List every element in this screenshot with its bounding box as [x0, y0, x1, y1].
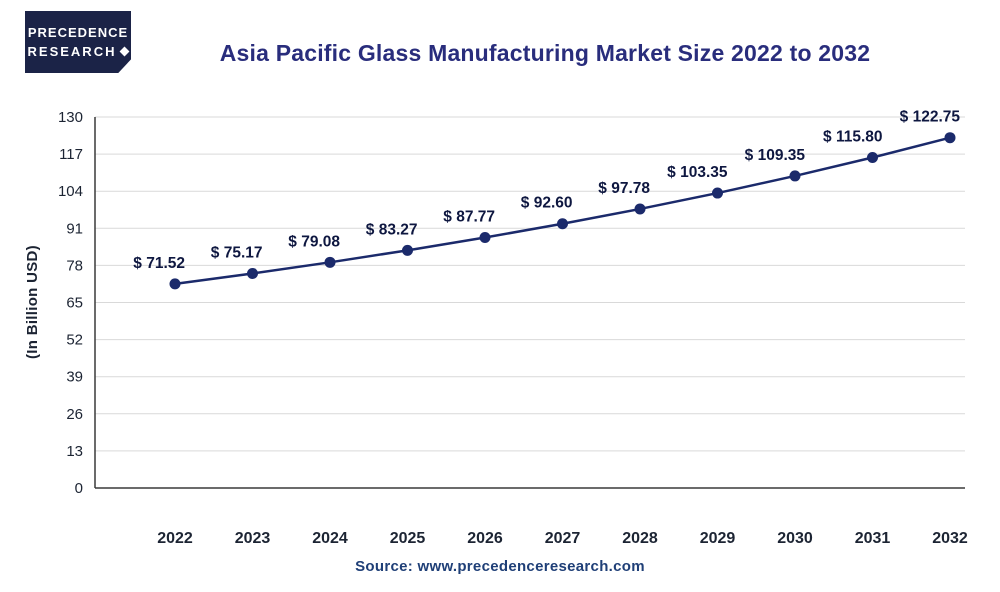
y-tick-label: 104 — [58, 183, 83, 200]
y-tick-label: 52 — [66, 332, 83, 349]
data-point-label: $ 79.08 — [288, 233, 340, 250]
data-point-label: $ 103.35 — [667, 164, 728, 181]
data-point — [712, 187, 723, 199]
data-point-label: $ 71.52 — [133, 255, 185, 272]
data-point-label: $ 92.60 — [521, 195, 573, 212]
x-tick-label: 2025 — [390, 530, 426, 547]
y-tick-label: 13 — [66, 443, 83, 460]
data-point-label: $ 122.75 — [900, 109, 961, 126]
data-point-label: $ 97.78 — [598, 180, 650, 197]
data-point-label: $ 115.80 — [823, 129, 882, 146]
data-point — [402, 244, 413, 256]
precedence-research-logo: PRECEDENCE RESEARCH — [25, 11, 131, 73]
data-point — [324, 256, 336, 268]
y-tick-label: 117 — [59, 146, 83, 163]
data-point-label: $ 109.35 — [745, 147, 806, 164]
y-tick-label: 78 — [66, 257, 83, 274]
y-tick-label: 26 — [66, 406, 83, 423]
y-tick-label: 130 — [58, 109, 83, 126]
data-point-label: $ 87.77 — [443, 209, 495, 226]
y-tick-label: 0 — [75, 480, 83, 497]
y-tick-label: 65 — [66, 295, 83, 312]
x-tick-label: 2028 — [622, 530, 658, 547]
x-tick-label: 2022 — [157, 530, 193, 547]
data-point-label: $ 75.17 — [211, 244, 263, 261]
logo-text-research-row: RESEARCH — [27, 44, 130, 59]
x-tick-label: 2026 — [467, 530, 503, 547]
data-point — [479, 232, 491, 244]
y-tick-label: 91 — [66, 220, 83, 237]
data-point — [169, 278, 181, 290]
data-point — [789, 170, 801, 182]
data-point — [634, 203, 646, 215]
x-tick-label: 2030 — [777, 530, 813, 547]
data-point — [557, 218, 568, 230]
x-tick-label: 2029 — [700, 530, 736, 547]
source-text: Source: www.precedenceresearch.com — [355, 558, 645, 575]
logo-text-research: RESEARCH — [27, 44, 117, 59]
x-tick-label: 2023 — [235, 530, 271, 547]
x-tick-label: 2024 — [312, 530, 348, 547]
x-tick-label: 2027 — [545, 530, 581, 547]
x-tick-label: 2032 — [932, 530, 968, 547]
data-point — [247, 267, 258, 279]
y-tick-label: 39 — [66, 369, 83, 386]
chart-title: Asia Pacific Glass Manufacturing Market … — [219, 40, 871, 66]
data-point — [867, 152, 878, 164]
data-point-label: $ 83.27 — [366, 221, 418, 238]
x-tick-label: 2031 — [855, 530, 891, 547]
data-point — [944, 132, 956, 144]
logo-text-precedence: PRECEDENCE — [27, 25, 129, 40]
